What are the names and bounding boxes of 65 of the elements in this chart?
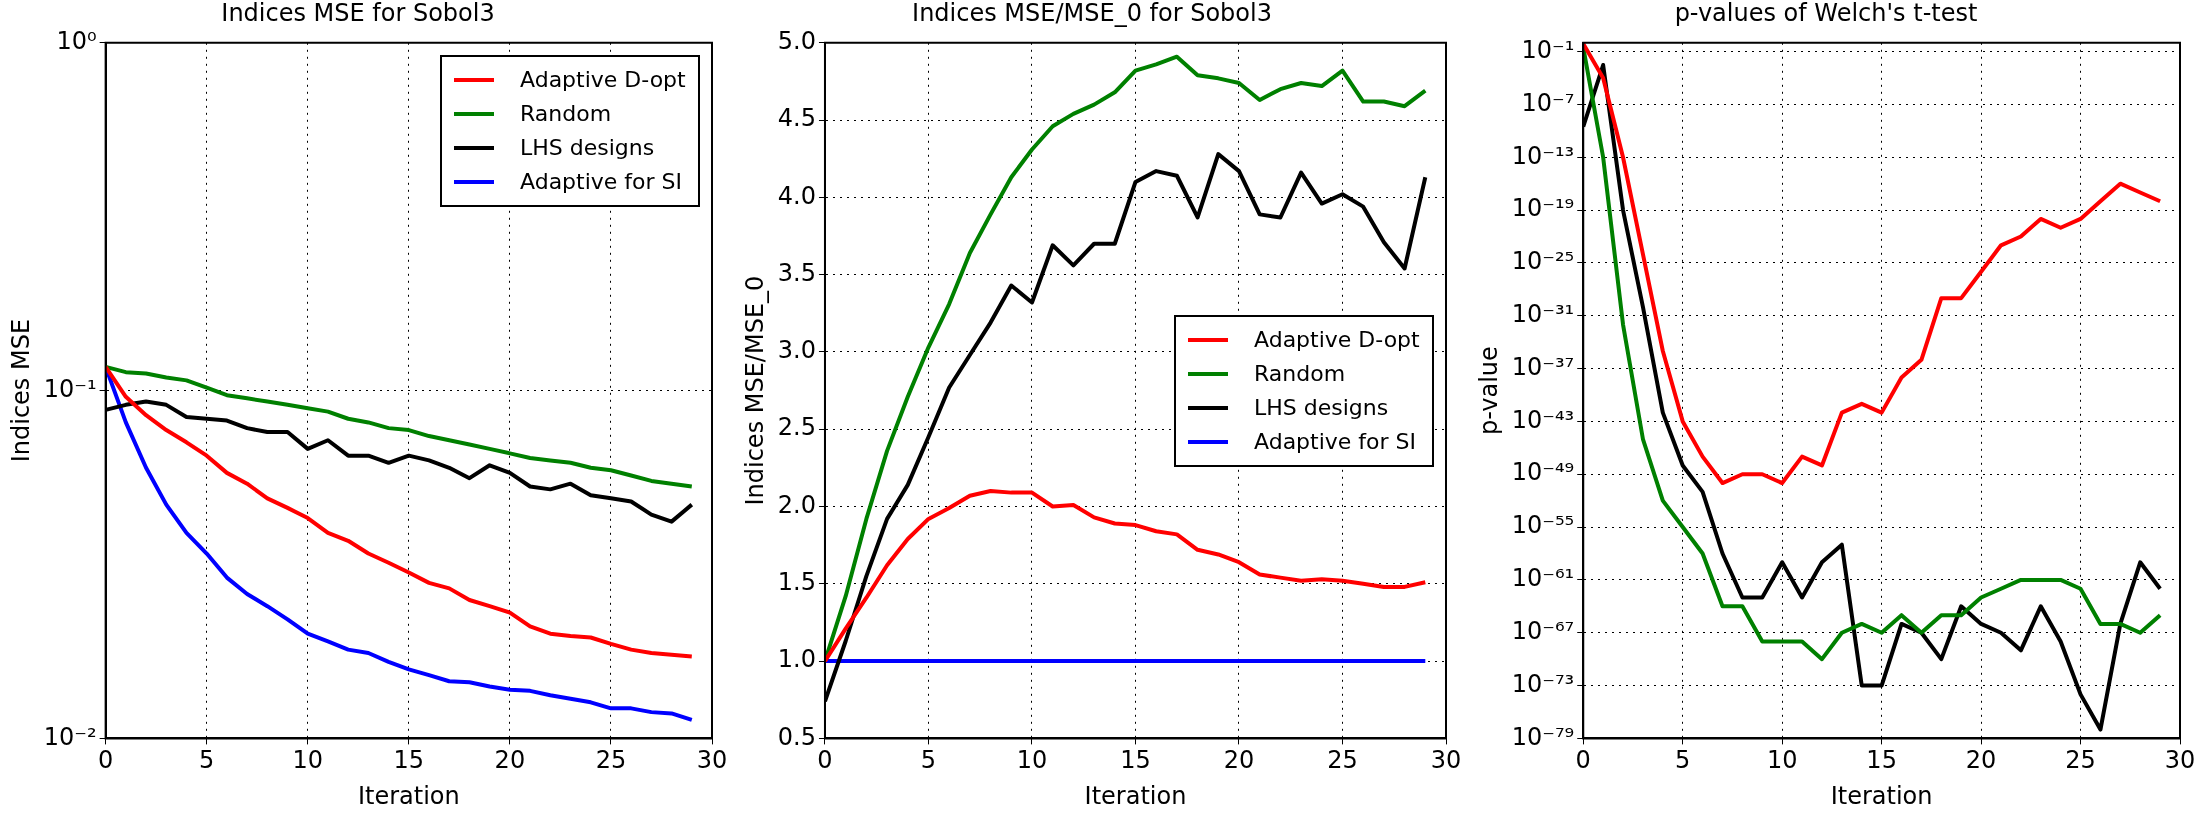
y-tick-label: 1.0	[777, 645, 816, 674]
x-tick-label: 0	[97, 746, 114, 775]
chart-title: Indices MSE for Sobol3	[221, 0, 495, 27]
x-tick-label: 10	[292, 746, 324, 775]
y-tick-label: 10⁻¹⁹	[1511, 194, 1575, 223]
legend-label: Adaptive D-opt	[1254, 327, 1420, 353]
y-tick-label: 10⁻⁷³	[1511, 669, 1575, 698]
legend-label: Adaptive for SI	[1254, 429, 1417, 455]
y-tick-label: 10⁰	[56, 27, 97, 56]
x-tick-label: 5	[199, 746, 215, 775]
legend-label: Random	[1254, 361, 1346, 387]
y-tick-label: 0.5	[777, 722, 816, 751]
x-tick-label: 20	[1965, 746, 1997, 775]
y-axis-title: Indices MSE/MSE_0	[740, 275, 769, 506]
y-tick-label: 10⁻¹³	[1511, 141, 1575, 170]
x-tick-label: 10	[1766, 746, 1798, 775]
x-tick-label: 5	[920, 746, 937, 775]
x-tick-label: 30	[1430, 746, 1462, 775]
x-tick-label: 25	[2065, 746, 2096, 775]
x-axis-title: Iteration	[1084, 781, 1187, 810]
x-tick-label: 5	[1675, 746, 1691, 775]
legend-label: LHS designs	[520, 135, 655, 161]
y-tick-label: 10⁻⁴⁹	[1511, 458, 1575, 487]
x-tick-label: 30	[2164, 746, 2196, 775]
y-tick-label: 2.5	[777, 413, 816, 442]
x-tick-label: 15	[393, 746, 425, 775]
y-tick-label: 4.5	[777, 104, 816, 133]
chart-title: Indices MSE/MSE_0 for Sobol3	[912, 0, 1272, 27]
y-axis-title: p-value	[1474, 346, 1503, 436]
y-tick-label: 10⁻¹	[1521, 35, 1575, 64]
y-tick-label: 1.5	[777, 568, 816, 597]
y-tick-label: 10⁻³⁷	[1511, 352, 1575, 381]
y-tick-label: 10⁻⁵⁵	[1511, 511, 1575, 540]
y-tick-label: 4.0	[777, 181, 816, 210]
x-axis-title: Iteration	[1830, 781, 1933, 810]
x-tick-label: 15	[1120, 746, 1151, 775]
legend-label: Random	[520, 101, 612, 127]
y-tick-label: 10⁻⁶¹	[1511, 564, 1575, 593]
x-tick-label: 10	[1016, 746, 1048, 775]
legend-label: Adaptive for SI	[520, 169, 683, 195]
x-tick-label: 25	[1327, 746, 1358, 775]
y-tick-label: 10⁻³¹	[1511, 299, 1575, 328]
y-tick-label: 10⁻⁷	[1521, 88, 1575, 117]
chart-title: p-values of Welch's t-test	[1674, 0, 1978, 27]
y-tick-label: 10⁻²⁵	[1511, 247, 1575, 276]
y-tick-label: 10⁻⁷⁹	[1511, 722, 1575, 751]
y-tick-label: 10⁻⁴³	[1511, 405, 1575, 434]
y-tick-label: 3.5	[777, 258, 816, 287]
y-tick-label: 10⁻²	[43, 722, 97, 751]
y-tick-label: 10⁻⁶⁷	[1511, 616, 1575, 645]
x-tick-label: 0	[1575, 746, 1591, 775]
y-tick-label: 3.0	[777, 336, 816, 365]
y-axis-title: Indices MSE	[6, 318, 35, 463]
x-tick-label: 15	[1866, 746, 1897, 775]
x-tick-label: 30	[696, 746, 728, 775]
legend-label: Adaptive D-opt	[520, 67, 686, 93]
y-tick-label: 5.0	[777, 27, 816, 56]
y-tick-label: 2.0	[777, 490, 816, 519]
x-axis-title: Iteration	[357, 781, 460, 810]
x-tick-label: 25	[595, 746, 627, 775]
y-tick-label: 10⁻¹	[43, 374, 97, 403]
x-tick-label: 0	[817, 746, 833, 775]
x-tick-label: 20	[1223, 746, 1255, 775]
x-tick-label: 20	[494, 746, 526, 775]
legend-label: LHS designs	[1254, 395, 1389, 421]
